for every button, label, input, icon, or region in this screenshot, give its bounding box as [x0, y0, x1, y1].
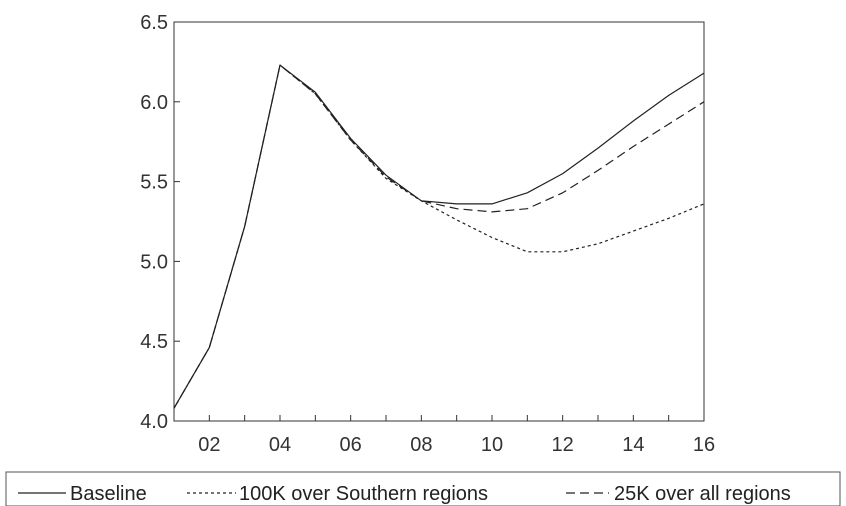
x-tick-label: 10 — [481, 434, 503, 456]
y-tick-label: 5.0 — [140, 251, 168, 273]
plot-area-frame — [174, 22, 704, 421]
legend-label-1: Baseline — [70, 483, 147, 505]
series-lines — [174, 65, 704, 408]
x-tick-label: 08 — [410, 434, 432, 456]
x-tick-label: 02 — [198, 434, 220, 456]
legend: Baseline 100K over Southern regions 25K ov… — [6, 472, 840, 506]
x-tick-label: 04 — [269, 434, 291, 456]
plot-frame — [174, 22, 704, 421]
x-tick-label: 16 — [693, 434, 715, 456]
y-tick-label: 4.0 — [140, 411, 168, 433]
x-tick-label: 14 — [622, 434, 644, 456]
y-tick-label: 5.5 — [140, 172, 168, 194]
legend-label-3: 25K over all regions — [614, 483, 791, 505]
series-line-1 — [174, 65, 704, 408]
y-tick-label: 6.5 — [140, 12, 168, 34]
x-tick-label: 06 — [340, 434, 362, 456]
series-line-2 — [174, 65, 704, 408]
series-line-3 — [174, 65, 704, 408]
y-tick-label: 4.5 — [140, 331, 168, 353]
legend-label-2: 100K over Southern regions — [239, 483, 488, 505]
y-tick-label: 6.0 — [140, 92, 168, 114]
x-tick-label: 12 — [552, 434, 574, 456]
